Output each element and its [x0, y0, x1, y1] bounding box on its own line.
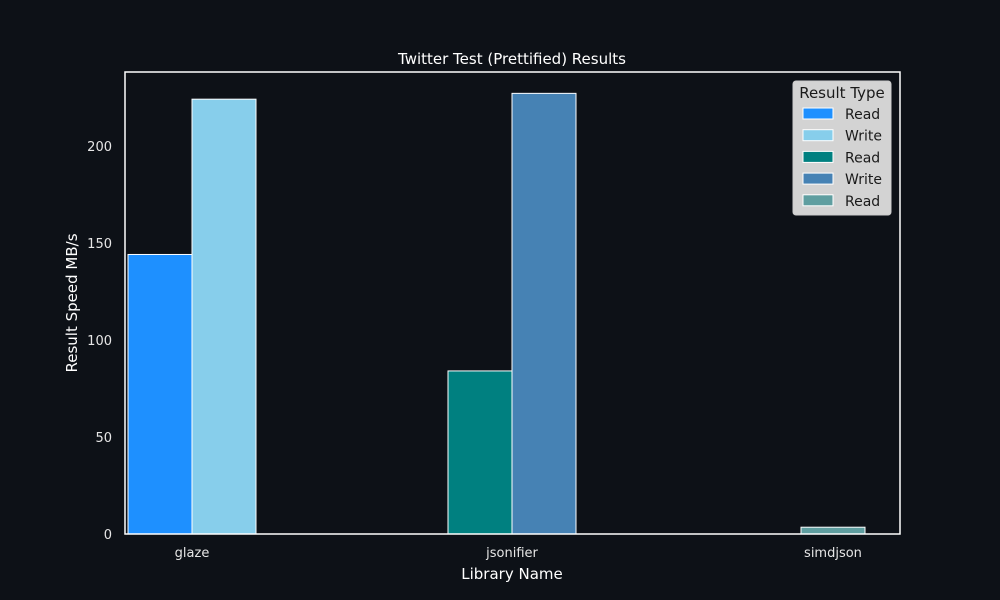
y-tick-label: 150 [87, 237, 112, 252]
legend-swatch [802, 150, 834, 163]
x-tick-label: simdjson [804, 546, 862, 561]
legend-items: Read Write Read Write Read [802, 107, 882, 210]
y-ticks: 0 50 100 150 200 [87, 140, 112, 543]
legend-swatch [802, 194, 834, 207]
bar-jsonifier-write [511, 92, 577, 535]
y-tick-label: 50 [95, 431, 112, 446]
plot-frame [124, 71, 901, 535]
bar-glaze-write [191, 98, 257, 535]
y-tick-label: 0 [104, 528, 112, 543]
legend-swatch [802, 172, 834, 185]
y-axis-label: Result Speed MB/s [63, 233, 81, 372]
legend-label: Write [845, 172, 882, 188]
x-ticks: glaze jsonifier simdjson [175, 546, 862, 561]
legend-label: Read [845, 150, 880, 166]
legend-label: Read [845, 194, 880, 210]
chart-title: Twitter Test (Prettified) Results [397, 50, 626, 68]
legend-swatch [802, 107, 834, 120]
bar-simdjson-read [800, 526, 866, 535]
x-tick-label: glaze [175, 546, 210, 561]
legend-label: Read [845, 107, 880, 123]
x-axis-label: Library Name [461, 565, 562, 583]
x-tick-label: jsonifier [485, 546, 538, 561]
bar-jsonifier-read [447, 370, 513, 535]
legend-label: Write [845, 129, 882, 145]
legend-title: Result Type [799, 84, 885, 102]
y-tick-label: 100 [87, 334, 112, 349]
legend-swatch [802, 129, 834, 142]
legend: Result Type Read Write Read Write Read [792, 80, 892, 216]
y-tick-label: 200 [87, 140, 112, 155]
bar-glaze-read [127, 253, 193, 535]
bars-group [127, 92, 866, 535]
